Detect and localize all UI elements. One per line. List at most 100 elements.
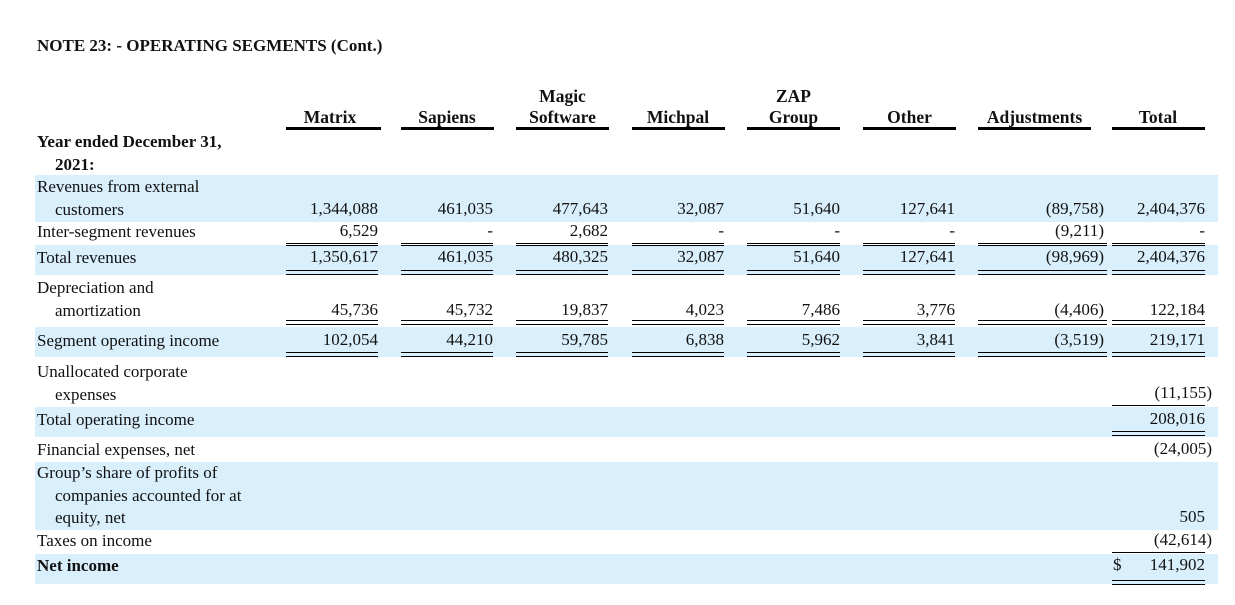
total-rule xyxy=(632,270,724,275)
depreciation-label: Depreciation and amortization xyxy=(37,278,154,320)
subtotal-rule xyxy=(747,243,840,246)
total-rule xyxy=(747,352,840,357)
total-revenues-value: 2,404,376 xyxy=(1137,247,1205,266)
total-rule xyxy=(978,270,1107,275)
row-stripe xyxy=(35,175,1218,222)
revenues-external-value: 461,035 xyxy=(437,199,493,218)
inter-segment-label: Inter-segment revenues xyxy=(37,222,196,241)
total-revenues-value: 480,325 xyxy=(552,247,608,266)
depreciation-value: 19,837 xyxy=(561,300,608,319)
inter-segment-value: (9,211) xyxy=(1055,221,1104,240)
unallocated-total: (11,155) xyxy=(1154,383,1212,402)
inter-segment-value: - xyxy=(487,221,493,240)
subtotal-rule xyxy=(1112,243,1205,246)
col-header-zap-group: ZAP Group xyxy=(768,86,819,127)
depreciation-value: 4,023 xyxy=(685,300,724,319)
col-header-total: Total xyxy=(1138,107,1178,127)
col-header-adjustments: Adjustments xyxy=(986,107,1083,127)
total-rule xyxy=(863,270,955,275)
subtotal-rule xyxy=(401,243,493,246)
total-revenues-value: 461,035 xyxy=(437,247,493,266)
revenues-external-value: 477,643 xyxy=(552,199,608,218)
col-header-rule xyxy=(747,127,840,130)
financial-expenses-label: Financial expenses, net xyxy=(37,440,196,459)
group-share-total: 505 xyxy=(1179,507,1206,526)
total-rule xyxy=(516,270,608,275)
total-rule xyxy=(978,320,1107,325)
total-rule xyxy=(401,270,493,275)
subtotal-rule xyxy=(1112,552,1205,553)
row-stripe xyxy=(35,554,1218,584)
total-operating-label: Total operating income xyxy=(37,410,195,429)
unallocated-label: Unallocated corporate expenses xyxy=(37,362,188,404)
col-header-rule xyxy=(1112,127,1205,130)
segment-income-value: 3,841 xyxy=(916,330,955,349)
total-rule xyxy=(1112,320,1205,325)
inter-segment-value: - xyxy=(834,221,840,240)
revenues-external-value: 127,641 xyxy=(899,199,955,218)
revenues-external-value: 2,404,376 xyxy=(1137,199,1205,218)
taxes-label: Taxes on income xyxy=(37,531,152,550)
segment-income-label: Segment operating income xyxy=(37,331,220,350)
net-income-currency: $ xyxy=(1113,555,1122,574)
col-header-rule xyxy=(516,127,609,130)
depreciation-value: 7,486 xyxy=(801,300,840,319)
total-rule xyxy=(286,352,378,357)
subtotal-rule xyxy=(286,243,378,246)
segment-income-value: 102,054 xyxy=(322,330,378,349)
total-rule xyxy=(1112,270,1205,275)
depreciation-value: 122,184 xyxy=(1149,300,1205,319)
col-header-sapiens: Sapiens xyxy=(418,107,476,127)
revenues-external-value: 1,344,088 xyxy=(310,199,378,218)
year-header-label: Year ended December 31, 2021: xyxy=(37,132,222,174)
total-rule xyxy=(632,352,724,357)
segment-income-value: 6,838 xyxy=(685,330,724,349)
segment-income-value: 59,785 xyxy=(561,330,608,349)
col-header-magic-software: Magic Software xyxy=(529,86,596,127)
depreciation-value: 45,736 xyxy=(331,300,378,319)
row-stripe xyxy=(35,407,1218,437)
revenues-external-value: (89,758) xyxy=(1045,199,1104,218)
col-header-other: Other xyxy=(887,107,932,127)
total-revenues-value: 32,087 xyxy=(677,247,724,266)
total-rule xyxy=(1112,352,1205,357)
total-rule xyxy=(516,320,608,325)
segment-income-value: 44,210 xyxy=(446,330,493,349)
revenues-external-value: 32,087 xyxy=(677,199,724,218)
depreciation-value: (4,406) xyxy=(1054,300,1104,319)
total-rule xyxy=(863,320,955,325)
subtotal-rule xyxy=(1112,405,1205,406)
segment-income-value: 219,171 xyxy=(1149,330,1205,349)
col-header-rule xyxy=(286,127,381,130)
inter-segment-value: - xyxy=(1199,221,1205,240)
total-revenues-value: 51,640 xyxy=(793,247,840,266)
total-rule xyxy=(286,320,378,325)
total-revenues-value: (98,969) xyxy=(1045,247,1104,266)
total-operating-total: 208,016 xyxy=(1149,409,1205,428)
total-rule xyxy=(1112,431,1205,436)
total-rule xyxy=(401,352,493,357)
segment-income-value: 5,962 xyxy=(801,330,840,349)
total-revenues-value: 127,641 xyxy=(899,247,955,266)
subtotal-rule xyxy=(516,243,608,246)
total-rule xyxy=(863,352,955,357)
total-rule xyxy=(516,352,608,357)
total-rule xyxy=(286,270,378,275)
inter-segment-value: - xyxy=(949,221,955,240)
subtotal-rule xyxy=(632,243,724,246)
group-share-label: Group’s share of profits of companies ac… xyxy=(37,463,242,527)
total-revenues-label: Total revenues xyxy=(37,248,137,267)
revenues-external-label: Revenues from external customers xyxy=(37,177,200,219)
col-header-rule xyxy=(401,127,494,130)
total-rule xyxy=(747,320,840,325)
total-rule xyxy=(978,352,1107,357)
subtotal-rule xyxy=(978,243,1107,246)
taxes-total: (42,614) xyxy=(1153,530,1212,549)
note-title: NOTE 23: - OPERATING SEGMENTS (Cont.) xyxy=(37,36,383,55)
revenues-external-value: 51,640 xyxy=(793,199,840,218)
col-header-michpal: Michpal xyxy=(646,107,710,127)
depreciation-value: 3,776 xyxy=(916,300,955,319)
net-income-label: Net income xyxy=(37,556,119,575)
financial-expenses-total: (24,005) xyxy=(1153,439,1212,458)
col-header-rule xyxy=(632,127,725,130)
